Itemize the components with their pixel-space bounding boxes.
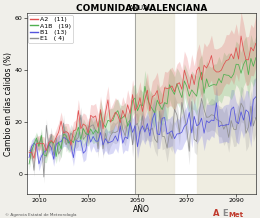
Bar — [135, 13, 174, 194]
Text: Met: Met — [228, 212, 243, 218]
X-axis label: AÑO: AÑO — [133, 205, 150, 214]
Legend: A2   (11), A1B   (19), B1   (13), E1   ( 4): A2 (11), A1B (19), B1 (13), E1 ( 4) — [29, 15, 73, 43]
Text: ANUAL: ANUAL — [129, 5, 153, 11]
Text: E: E — [222, 209, 228, 218]
Bar — [197, 13, 256, 194]
Text: A: A — [213, 209, 220, 218]
Text: © Agencia Estatal de Meteorología: © Agencia Estatal de Meteorología — [5, 213, 77, 217]
Y-axis label: Cambio en días cálidos (%): Cambio en días cálidos (%) — [4, 52, 13, 156]
Title: COMUNIDAD VALENCIANA: COMUNIDAD VALENCIANA — [75, 4, 207, 13]
